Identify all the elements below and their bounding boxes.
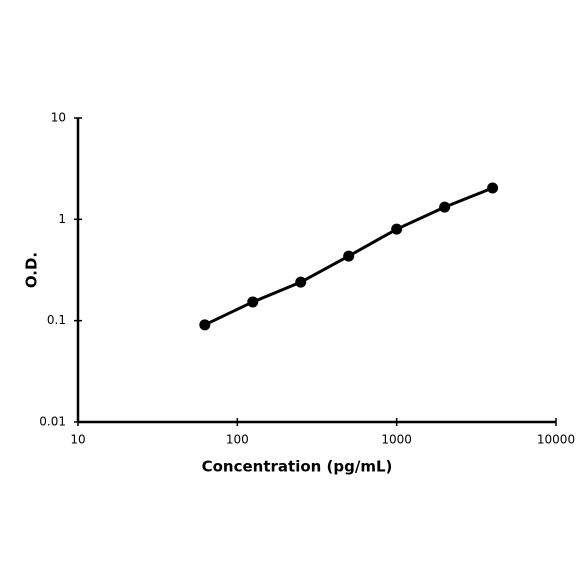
y-tick-label: 10 <box>51 111 66 125</box>
x-tick-label: 100 <box>226 433 249 447</box>
y-tick-label: 1 <box>58 212 66 226</box>
x-axis-title: Concentration (pg/mL) <box>202 458 393 476</box>
data-point <box>295 276 307 288</box>
data-point <box>391 223 403 235</box>
data-point <box>199 319 211 331</box>
x-tick-label: 10 <box>70 433 85 447</box>
data-point <box>487 182 499 194</box>
x-tick-label: 10000 <box>537 433 575 447</box>
data-point <box>439 201 451 213</box>
y-tick-label: 0.1 <box>47 313 66 327</box>
y-axis-title: O.D. <box>23 252 41 288</box>
data-point <box>343 250 355 262</box>
data-point <box>247 296 259 308</box>
x-tick-label: 1000 <box>381 433 412 447</box>
y-tick-label: 0.01 <box>39 415 66 429</box>
